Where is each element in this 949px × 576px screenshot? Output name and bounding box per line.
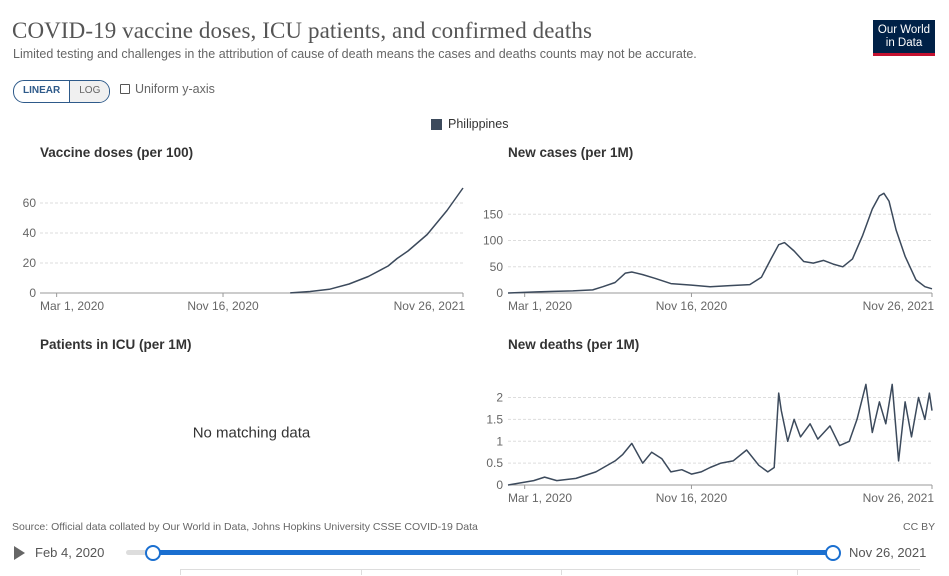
series-line-philippines bbox=[507, 192, 933, 294]
x-tick-label: Nov 16, 2020 bbox=[656, 491, 728, 505]
scale-toggle: LINEAR LOG bbox=[13, 80, 111, 103]
y-tick-label: 0 bbox=[496, 286, 503, 300]
tab-divider bbox=[561, 569, 562, 575]
y-tick-label: 20 bbox=[23, 256, 37, 270]
x-tick-label: Nov 26, 2021 bbox=[863, 491, 935, 505]
log-button[interactable]: LOG bbox=[69, 81, 110, 102]
timeline-end-label: Nov 26, 2021 bbox=[849, 545, 927, 560]
x-tick-label: Nov 26, 2021 bbox=[863, 299, 935, 313]
license-link[interactable]: CC BY bbox=[903, 521, 936, 533]
timeline-end-handle[interactable] bbox=[825, 545, 841, 561]
panel-title: Vaccine doses (per 100) bbox=[40, 145, 193, 160]
panel-title: Patients in ICU (per 1M) bbox=[40, 337, 192, 352]
chart-title: COVID-19 vaccine doses, ICU patients, an… bbox=[12, 18, 593, 43]
y-tick-label: 1.5 bbox=[486, 412, 503, 426]
uniform-y-axis-toggle[interactable]: Uniform y-axis bbox=[120, 82, 215, 96]
y-tick-label: 100 bbox=[483, 234, 503, 248]
x-tick-label: Mar 1, 2020 bbox=[508, 491, 572, 505]
source-note: Source: Official data collated by Our Wo… bbox=[12, 521, 478, 533]
y-tick-label: 40 bbox=[23, 226, 37, 240]
uniform-y-axis-label: Uniform y-axis bbox=[135, 82, 215, 96]
y-tick-label: 0 bbox=[29, 286, 36, 300]
x-tick-label: Nov 26, 2021 bbox=[394, 299, 466, 313]
panel-title: New deaths (per 1M) bbox=[508, 337, 639, 352]
tab-bar bbox=[180, 569, 920, 576]
legend-swatch bbox=[431, 118, 442, 130]
y-tick-label: 1 bbox=[496, 434, 503, 448]
timeline-start-label: Feb 4, 2020 bbox=[35, 545, 105, 560]
x-tick-label: Nov 16, 2020 bbox=[656, 299, 728, 313]
y-tick-label: 150 bbox=[483, 207, 503, 221]
checkbox-icon[interactable] bbox=[120, 84, 130, 94]
timeline-start-handle[interactable] bbox=[145, 545, 161, 561]
no-data-message: No matching data bbox=[193, 425, 311, 442]
play-icon[interactable] bbox=[14, 546, 25, 560]
chart-subtitle: Limited testing and challenges in the at… bbox=[13, 47, 697, 61]
tab-divider bbox=[180, 569, 181, 575]
timeline-range bbox=[152, 550, 833, 555]
tab-divider bbox=[797, 569, 798, 575]
y-tick-label: 60 bbox=[23, 196, 37, 210]
x-tick-label: Nov 16, 2020 bbox=[187, 299, 259, 313]
y-tick-label: 2 bbox=[496, 391, 503, 405]
logo-line1: Our World bbox=[877, 24, 931, 36]
series-line-philippines bbox=[507, 383, 933, 486]
series-line-philippines bbox=[290, 187, 464, 294]
x-tick-label: Mar 1, 2020 bbox=[508, 299, 572, 313]
linear-button[interactable]: LINEAR bbox=[23, 85, 61, 96]
tab-divider bbox=[361, 569, 362, 575]
owid-logo[interactable]: Our World in Data bbox=[873, 20, 935, 56]
legend-label: Philippines bbox=[448, 117, 509, 131]
y-tick-label: 0 bbox=[496, 478, 503, 492]
panel-title: New cases (per 1M) bbox=[508, 145, 633, 160]
y-tick-label: 50 bbox=[490, 260, 504, 274]
legend[interactable]: Philippines bbox=[431, 117, 508, 131]
y-tick-label: 0.5 bbox=[486, 456, 503, 470]
logo-line2: in Data bbox=[885, 37, 923, 49]
x-tick-label: Mar 1, 2020 bbox=[40, 299, 104, 313]
